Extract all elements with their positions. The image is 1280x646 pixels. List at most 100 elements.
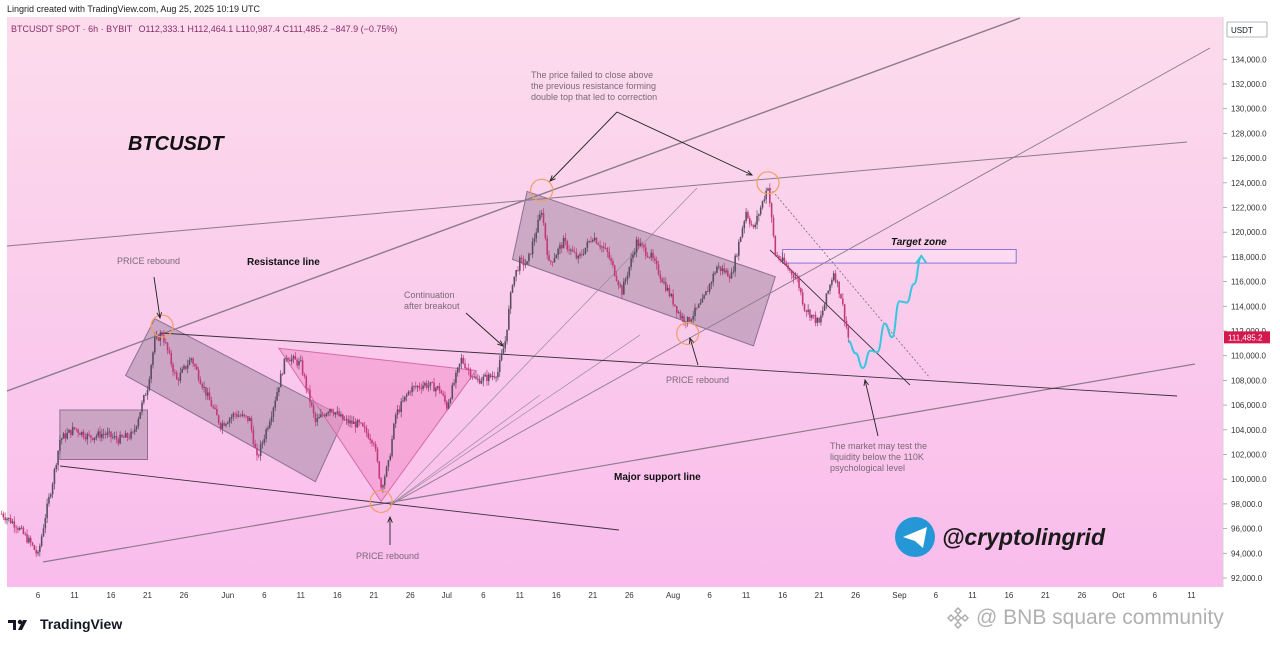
candle-body: [354, 421, 357, 428]
candle-body: [650, 252, 652, 258]
candle-body: [243, 414, 246, 416]
candle-body: [99, 431, 101, 438]
candle-body: [809, 309, 811, 318]
candle-body: [595, 237, 598, 244]
candle-body: [783, 257, 786, 264]
candle-body: [694, 307, 696, 317]
candle-body: [46, 503, 48, 519]
candle-body: [674, 304, 676, 307]
candle-body: [820, 315, 822, 323]
candle-body: [112, 436, 114, 438]
candle-body: [117, 439, 120, 444]
candle-body: [378, 461, 381, 479]
candle-body: [139, 412, 141, 419]
candle-body: [741, 228, 744, 237]
candle-body: [821, 310, 824, 316]
candle-body: [70, 429, 72, 435]
candle-body: [93, 437, 96, 440]
neckline[interactable]: [159, 332, 1178, 397]
candle-body: [141, 402, 143, 413]
currency-label: USDT: [1231, 26, 1253, 35]
candle-body: [2, 513, 5, 518]
candle-body: [643, 245, 645, 248]
candle-body: [394, 414, 397, 424]
candle-body: [637, 239, 640, 247]
candle-body: [4, 517, 6, 521]
fan-line-2[interactable]: [389, 334, 641, 506]
resistance-line[interactable]: [6, 141, 1188, 247]
candle-body: [475, 376, 477, 380]
lower-descending-line[interactable]: [59, 465, 620, 531]
candle-body: [466, 368, 468, 369]
candle-body: [710, 282, 713, 284]
candle-body: [464, 363, 466, 369]
y-tick-label: 124,000.0: [1231, 179, 1267, 188]
candle-body: [811, 314, 813, 318]
x-tick-label: 26: [625, 591, 634, 600]
candle-body: [601, 246, 603, 248]
candle-body: [615, 276, 618, 281]
y-tick-label: 108,000.0: [1231, 376, 1267, 385]
candle-body: [279, 373, 282, 388]
candle-body: [24, 533, 27, 535]
candle-body: [779, 259, 782, 261]
candle-body: [520, 257, 523, 259]
y-tick-label: 128,000.0: [1231, 129, 1267, 138]
candle-body: [739, 236, 742, 242]
tradingview-logo[interactable]: TradingView: [8, 616, 122, 632]
candle-body: [146, 389, 149, 395]
candle-body: [654, 258, 656, 261]
candle-body: [387, 460, 390, 467]
candle-body: [414, 386, 417, 388]
candle-body: [71, 427, 74, 435]
candle-body: [508, 308, 510, 330]
major-support-line[interactable]: [42, 363, 1196, 563]
candle-body: [778, 256, 780, 260]
candle-body: [632, 254, 634, 259]
candle-body: [309, 389, 311, 403]
candle-body: [559, 244, 561, 249]
candle-body: [736, 255, 738, 257]
candle-body: [42, 528, 45, 537]
candle-body: [230, 416, 233, 419]
brand-tag: @cryptolingrid: [942, 524, 1106, 550]
candle-body: [460, 357, 463, 364]
candle-body: [840, 294, 842, 299]
dotted-trendline[interactable]: [769, 187, 931, 379]
price-chart[interactable]: USDT BTCUSDT PRICE rebound Resistance line…: [0, 0, 1280, 606]
candle-body: [283, 358, 286, 375]
candle-body: [303, 374, 306, 377]
candle-body: [312, 405, 315, 414]
candle-body: [623, 281, 625, 295]
candle-body: [352, 421, 355, 424]
candle-body: [845, 320, 848, 328]
candle-body: [305, 376, 308, 389]
candle-body: [515, 270, 517, 277]
projection-path: [847, 255, 923, 370]
upper-rising-line[interactable]: [6, 17, 1021, 392]
candle-body: [374, 444, 377, 449]
candle-body: [526, 261, 528, 265]
candle-body: [66, 432, 68, 439]
y-tick-label: 102,000.0: [1231, 451, 1267, 460]
candle-body: [29, 537, 32, 543]
double-top-circle-1: [530, 178, 554, 202]
candle-body: [770, 203, 773, 218]
candle-body: [701, 298, 704, 303]
candle-body: [774, 235, 777, 256]
y-tick-label: 114,000.0: [1231, 302, 1267, 311]
lower-rising-line[interactable]: [389, 47, 1211, 506]
fan-line-1[interactable]: [389, 187, 698, 506]
candle-body: [683, 316, 685, 323]
candle-body: [258, 455, 260, 457]
candle-body: [747, 211, 749, 219]
candle-body: [338, 411, 340, 417]
arrow-rebound-3-head: [688, 336, 695, 345]
y-tick-label: 122,000.0: [1231, 204, 1267, 213]
candle-body: [716, 266, 718, 273]
symbol-info: BTCUSDT SPOT · 6h · BYBIT: [11, 24, 133, 34]
current-price-tag: [1224, 331, 1270, 344]
candle-body: [675, 306, 678, 313]
fan-line-3[interactable]: [389, 394, 541, 506]
candle-body: [267, 427, 269, 430]
